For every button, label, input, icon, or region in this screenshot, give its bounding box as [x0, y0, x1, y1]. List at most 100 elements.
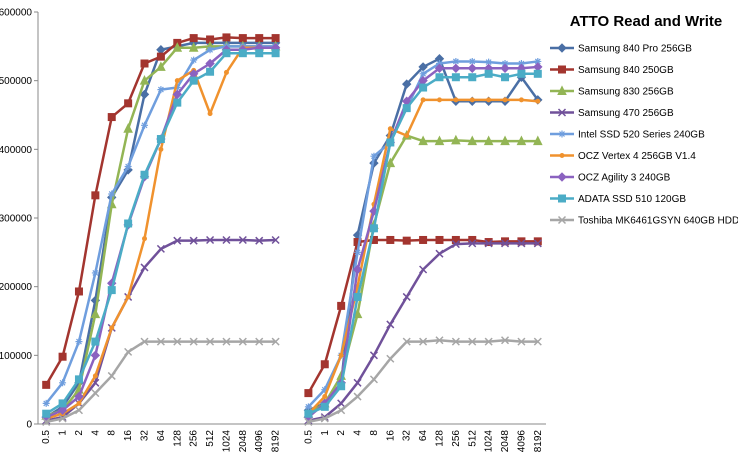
marker: [255, 49, 264, 58]
marker: [189, 337, 198, 346]
x-tick-label: 4096: [254, 430, 265, 453]
marker: [124, 163, 132, 170]
marker: [76, 400, 82, 406]
marker: [353, 292, 362, 301]
marker: [156, 52, 165, 61]
x-tick-label: 8: [369, 430, 380, 436]
legend-entry: Samsung 830 256GB: [550, 85, 674, 98]
marker: [485, 58, 493, 66]
marker: [156, 61, 166, 71]
marker: [451, 134, 461, 145]
marker: [500, 135, 510, 146]
marker: [533, 62, 543, 72]
legend-marker: [558, 130, 566, 138]
y-tick-label: 300000: [0, 214, 32, 225]
marker: [124, 347, 133, 356]
marker: [172, 42, 183, 52]
marker: [451, 73, 460, 82]
marker: [517, 69, 526, 78]
marker: [517, 60, 525, 67]
marker: [484, 337, 493, 346]
legend-label: Samsung 470 256GB: [578, 108, 674, 119]
marker: [469, 97, 475, 103]
marker: [451, 63, 461, 74]
marker: [139, 89, 150, 100]
marker: [337, 301, 346, 310]
x-tick-label: 4: [353, 430, 364, 436]
x-tick-label: 2048: [238, 430, 249, 453]
marker: [140, 170, 149, 179]
marker: [419, 337, 428, 346]
marker: [142, 236, 148, 242]
marker: [107, 371, 116, 380]
legend-entry: Samsung 470 256GB: [550, 108, 674, 119]
marker: [304, 389, 313, 398]
marker: [404, 133, 410, 139]
legend-label: ADATA SSD 510 120GB: [578, 194, 686, 205]
marker: [337, 399, 346, 408]
series-line: [45, 338, 538, 424]
marker: [517, 237, 526, 246]
marker: [354, 248, 362, 256]
marker: [125, 294, 131, 300]
marker: [484, 69, 493, 78]
legend-entry: Samsung 840 Pro 256GB: [550, 43, 692, 55]
legend-marker: [557, 43, 567, 53]
legend-label: Intel SSD 520 Series 240GB: [578, 130, 705, 141]
marker: [402, 292, 411, 301]
legend-entry: OCZ Vertex 4 256GB V1.4: [550, 151, 696, 162]
marker: [467, 63, 477, 74]
marker: [238, 34, 247, 43]
marker: [386, 235, 395, 244]
legend-marker: [558, 194, 566, 203]
marker: [156, 135, 165, 144]
marker: [107, 113, 116, 122]
x-tick-label: 1024: [484, 430, 495, 453]
x-tick-label: 256: [451, 430, 462, 447]
marker: [486, 97, 492, 103]
x-tick-label: 2: [74, 430, 85, 436]
marker: [140, 263, 149, 272]
marker: [434, 135, 445, 146]
y-tick-label: 200000: [0, 282, 32, 293]
marker: [189, 76, 198, 85]
marker: [58, 399, 67, 408]
marker: [206, 235, 215, 245]
marker: [139, 75, 150, 85]
x-tick-label: 512: [467, 430, 478, 447]
marker: [387, 126, 393, 132]
x-tick-label: 256: [189, 430, 200, 447]
marker: [172, 89, 182, 100]
marker: [452, 57, 460, 65]
marker: [42, 399, 50, 407]
marker: [418, 135, 428, 146]
marker: [124, 219, 133, 228]
marker: [57, 405, 68, 415]
marker: [419, 70, 427, 78]
marker: [74, 287, 83, 296]
marker: [238, 49, 247, 58]
marker: [42, 409, 51, 418]
marker: [109, 325, 115, 331]
marker: [467, 135, 478, 146]
legend-entry: ADATA SSD 510 120GB: [550, 194, 686, 205]
x-tick-label: 128: [172, 430, 183, 447]
marker: [156, 337, 165, 346]
marker: [222, 49, 231, 58]
marker: [74, 375, 83, 384]
marker: [518, 97, 524, 103]
x-tick-label: 128: [434, 430, 445, 447]
x-tick-label: 512: [205, 430, 216, 447]
marker: [385, 157, 396, 168]
x-tick-label: 1: [58, 430, 69, 436]
marker: [157, 86, 165, 94]
marker: [484, 239, 493, 248]
marker: [222, 33, 231, 42]
marker: [58, 414, 67, 423]
legend-marker: [557, 215, 567, 225]
marker: [74, 391, 84, 402]
marker: [222, 337, 231, 346]
marker: [271, 235, 280, 245]
marker: [255, 236, 264, 245]
marker: [74, 406, 83, 415]
